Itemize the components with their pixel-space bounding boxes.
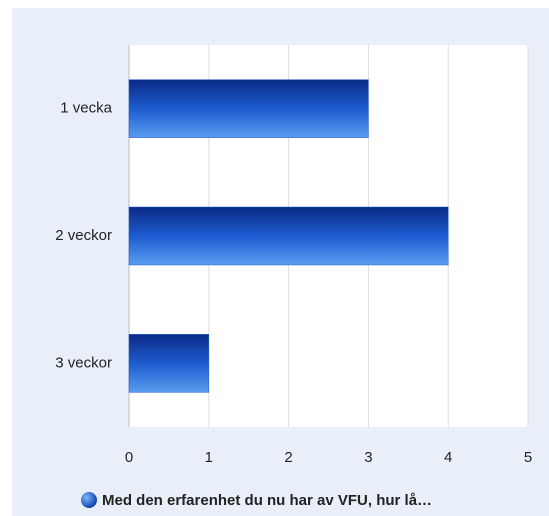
y-tick-label: 1 vecka [60,100,112,117]
x-tick-label: 0 [125,449,133,466]
y-tick-label: 3 veckor [55,354,112,371]
legend-marker [81,492,97,508]
bar [128,79,369,138]
legend-label: Med den erfarenhet du nu har av VFU, hur… [102,492,432,509]
bar [128,334,210,393]
y-tick-label: 2 veckor [55,227,112,244]
x-tick-label: 3 [364,449,372,466]
x-tick-label: 1 [205,449,213,466]
x-tick-label: 5 [524,449,532,466]
bar [128,206,449,266]
x-tick-label: 4 [444,449,452,466]
x-tick-label: 2 [284,449,292,466]
